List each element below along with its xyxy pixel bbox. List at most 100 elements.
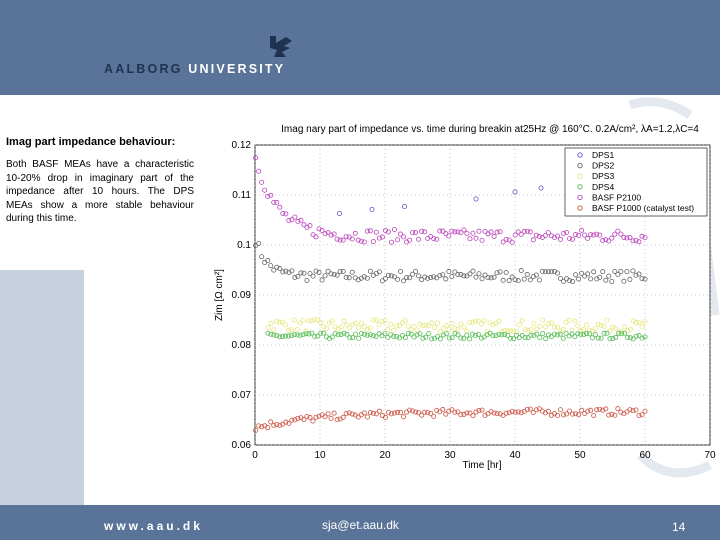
data-point-series-6 (322, 414, 328, 420)
data-point-series-5 (518, 231, 524, 237)
data-point-series-5 (630, 238, 636, 244)
data-point-series-2 (530, 273, 536, 279)
data-point-series-4 (300, 332, 306, 338)
data-point-series-5 (461, 227, 467, 233)
y-tick-label: 0.1 (237, 240, 251, 251)
data-point-series-3 (516, 322, 522, 328)
data-point-series-5 (313, 234, 319, 240)
data-point-series-4 (329, 334, 335, 340)
data-point-series-4 (414, 332, 420, 338)
data-point-series-5 (603, 237, 609, 243)
data-point-series-1 (369, 207, 375, 213)
legend-marker (577, 184, 583, 190)
data-point-series-5 (407, 237, 413, 243)
data-point-series-6 (440, 407, 446, 413)
data-point-series-5 (379, 234, 385, 240)
data-point-series-6 (491, 410, 497, 416)
data-point-series-3 (382, 318, 388, 324)
data-point-series-5 (500, 239, 506, 245)
data-point-series-6 (328, 415, 334, 421)
data-point-series-2 (367, 268, 373, 274)
data-point-series-4 (522, 334, 528, 340)
data-point-series-2 (358, 275, 364, 281)
legend-label: BASF P1000 (catalyst test) (592, 203, 694, 213)
data-point-series-5 (488, 229, 494, 235)
data-point-series-6 (367, 409, 373, 415)
data-point-series-5 (410, 230, 416, 236)
data-point-series-6 (286, 420, 292, 426)
data-point-series-6 (506, 410, 512, 416)
data-point-series-4 (627, 335, 633, 341)
data-point-series-2 (334, 272, 340, 278)
data-point-series-2 (385, 272, 391, 278)
data-point-series-5 (503, 236, 509, 242)
data-point-series-3 (397, 322, 403, 328)
data-point-series-6 (419, 412, 425, 418)
data-point-series-4 (280, 334, 286, 340)
data-point-series-2 (443, 276, 449, 282)
data-point-series-6 (401, 414, 407, 420)
data-point-series-5 (416, 236, 422, 242)
data-point-series-3 (309, 318, 315, 324)
data-point-series-2 (461, 273, 467, 279)
data-point-series-3 (274, 318, 280, 324)
data-point-series-2 (265, 258, 271, 264)
data-point-series-3 (592, 326, 598, 332)
data-point-series-2 (382, 275, 388, 281)
data-point-series-2 (554, 270, 560, 276)
data-point-series-4 (604, 330, 610, 336)
footer-email-link[interactable]: sja@et.aau.dk (322, 518, 399, 532)
data-point-series-5 (325, 230, 331, 236)
data-point-series-5 (627, 234, 633, 240)
data-point-series-4 (636, 333, 642, 339)
data-point-series-6 (349, 411, 355, 417)
left-strip-grey (0, 270, 84, 505)
footer-website-link[interactable]: www.aau.dk (104, 519, 203, 533)
data-point-series-4 (321, 330, 327, 336)
data-point-series-5 (352, 230, 358, 236)
data-point-series-4 (423, 334, 429, 340)
data-point-series-4 (341, 330, 347, 336)
data-point-series-6 (316, 413, 322, 419)
data-point-series-3 (581, 326, 587, 332)
data-point-series-4 (589, 335, 595, 341)
data-point-series-2 (343, 274, 349, 280)
data-point-series-6 (455, 409, 461, 415)
data-point-series-4 (633, 333, 639, 339)
data-point-series-6 (618, 409, 624, 415)
slide-heading: Imag part impedance behaviour: (6, 136, 176, 148)
data-point-series-4 (490, 333, 496, 339)
university-logo-text: AALBORG UNIVERSITY (104, 62, 285, 76)
data-point-series-2 (277, 266, 283, 272)
data-point-series-5 (545, 230, 551, 236)
y-axis-label: Zim [Ω cm²] (214, 269, 225, 321)
data-point-series-2 (361, 274, 367, 280)
data-point-series-4 (356, 335, 362, 341)
data-point-series-2 (588, 276, 594, 282)
data-point-series-2 (452, 269, 458, 275)
data-point-series-6 (503, 410, 509, 416)
impedance-chart: Imag nary part of impedance vs. time dur… (214, 124, 716, 471)
data-point-series-6 (530, 409, 536, 415)
data-point-series-6 (304, 413, 310, 419)
data-point-series-6 (554, 412, 560, 418)
data-point-series-2 (322, 273, 328, 279)
data-point-series-3 (420, 323, 426, 329)
data-point-series-4 (443, 331, 449, 337)
data-point-series-5 (473, 235, 479, 241)
data-point-series-6 (606, 412, 612, 418)
data-point-series-3 (359, 320, 365, 326)
data-point-series-4 (607, 336, 613, 342)
data-point-series-4 (364, 332, 370, 338)
data-point-series-4 (437, 336, 443, 342)
data-point-series-3 (303, 328, 309, 334)
data-point-series-2 (627, 276, 633, 282)
data-point-series-2 (316, 269, 322, 275)
data-point-series-6 (458, 412, 464, 418)
data-point-series-4 (452, 330, 458, 336)
data-point-series-2 (298, 270, 304, 276)
data-point-series-5 (467, 236, 473, 242)
data-point-series-4 (613, 334, 619, 340)
data-point-series-2 (337, 268, 343, 274)
